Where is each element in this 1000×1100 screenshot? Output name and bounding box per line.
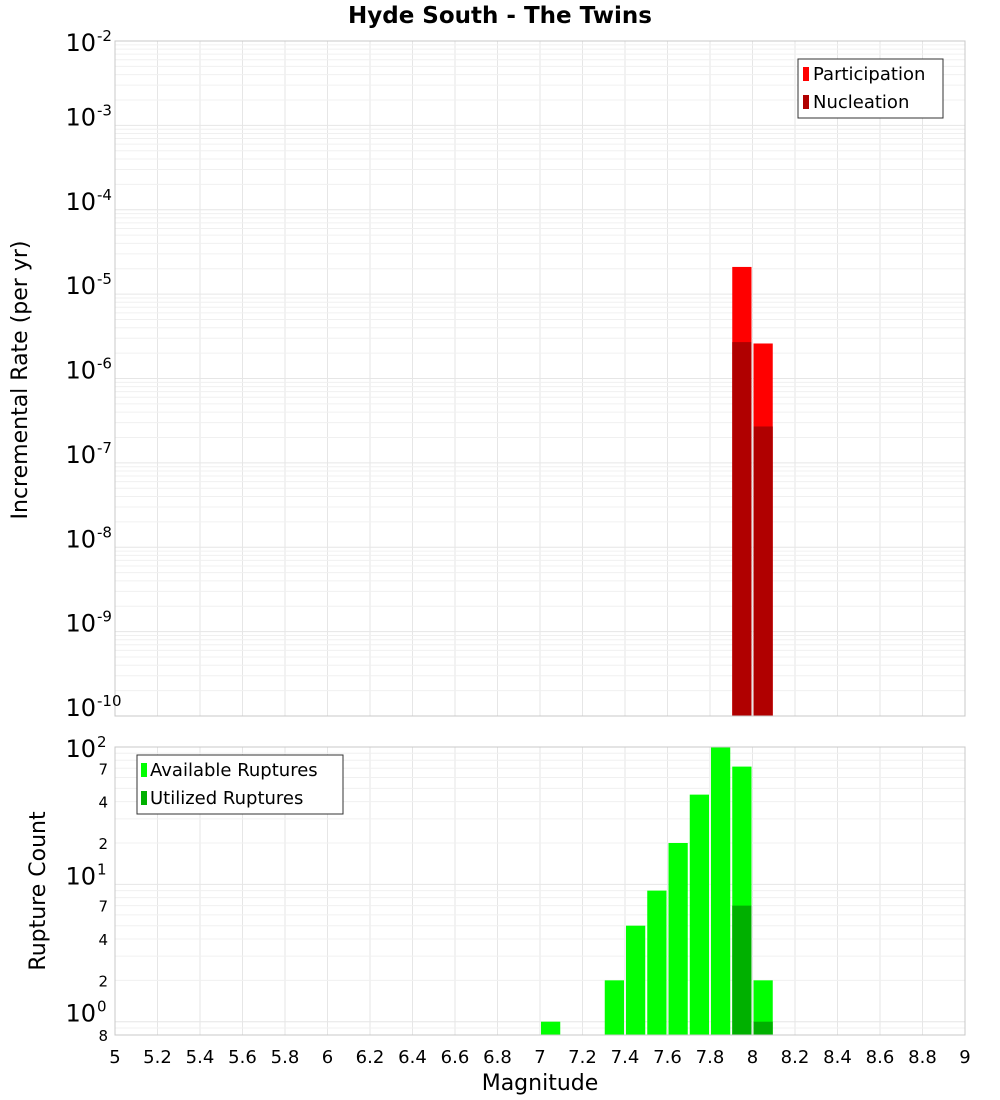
legend-label-utilized-ruptures: Utilized Ruptures xyxy=(150,788,303,809)
x-axis-label: Magnitude xyxy=(482,1071,599,1096)
bar-available-ruptures xyxy=(626,925,646,1035)
x-tick-label: 5.2 xyxy=(143,1047,172,1068)
y-tick-exponent: -9 xyxy=(97,608,112,626)
bottom-plot-frame xyxy=(114,746,966,1036)
x-tick-label: 6.2 xyxy=(356,1047,385,1068)
legend-swatch-available-ruptures xyxy=(141,763,147,777)
x-tick-label: 5.6 xyxy=(228,1047,257,1068)
top-legend: Participation Nucleation xyxy=(797,58,944,119)
x-tick-label: 6 xyxy=(322,1047,333,1068)
legend-swatch-participation xyxy=(803,67,809,81)
y-tick-exponent: -6 xyxy=(97,355,112,373)
bottom-y-axis-label: Rupture Count xyxy=(26,811,51,971)
y-minor-tick-label: 2 xyxy=(98,835,108,853)
x-tick-label: 5.8 xyxy=(271,1047,300,1068)
x-tick-label: 8.4 xyxy=(823,1047,852,1068)
x-tick-label: 8.8 xyxy=(908,1047,937,1068)
y-minor-tick-label: 7 xyxy=(98,760,108,778)
y-tick-exponent: -3 xyxy=(97,101,112,119)
legend-label-participation: Participation xyxy=(813,64,925,85)
y-tick-label: 10 xyxy=(65,357,96,385)
y-tick-exponent: -10 xyxy=(97,692,122,710)
bar-available-ruptures xyxy=(689,794,709,1035)
y-tick-exponent: -8 xyxy=(97,523,112,541)
x-tick-label: 6.4 xyxy=(398,1047,427,1068)
x-tick-label: 8 xyxy=(747,1047,758,1068)
y-tick-label: 10 xyxy=(65,1000,96,1028)
chart-title: Hyde South - The Twins xyxy=(348,3,652,29)
bar-nucleation xyxy=(732,342,752,716)
y-tick-label: 10 xyxy=(65,188,96,216)
x-tick-label: 7 xyxy=(534,1047,545,1068)
x-tick-label: 6.8 xyxy=(483,1047,512,1068)
y-minor-tick-label: 4 xyxy=(98,931,108,949)
y-tick-label: 10 xyxy=(65,29,96,57)
bar-nucleation xyxy=(753,426,773,716)
bottom-legend: Available Ruptures Utilized Ruptures xyxy=(136,754,344,815)
bar-available-ruptures xyxy=(668,843,688,1035)
y-tick-label: 10 xyxy=(65,735,96,763)
legend-swatch-utilized-ruptures xyxy=(141,791,147,805)
legend-label-nucleation: Nucleation xyxy=(813,92,909,113)
x-tick-label: 6.6 xyxy=(441,1047,470,1068)
y-tick-label: 10 xyxy=(65,103,96,131)
bar-available-ruptures xyxy=(541,1021,561,1035)
y-minor-tick-label: 4 xyxy=(98,794,108,812)
bar-available-ruptures xyxy=(647,890,667,1035)
y-tick-exponent: -5 xyxy=(97,270,112,288)
y-tick-label: 10 xyxy=(65,694,96,722)
y-tick-label: 10 xyxy=(65,610,96,638)
y-minor-tick-label: 7 xyxy=(98,898,108,916)
x-tick-label: 9 xyxy=(959,1047,970,1068)
y-tick-label: 10 xyxy=(65,272,96,300)
y-tick-exponent: -7 xyxy=(97,439,112,457)
bar-utilized-ruptures xyxy=(732,905,752,1035)
legend-label-available-ruptures: Available Ruptures xyxy=(150,760,318,781)
top-y-axis-label: Incremental Rate (per yr) xyxy=(8,241,33,520)
y-tick-exponent: 1 xyxy=(97,860,107,878)
x-tick-label: 5 xyxy=(109,1047,120,1068)
x-tick-label: 5.4 xyxy=(186,1047,215,1068)
bar-available-ruptures xyxy=(604,980,624,1035)
x-tick-label: 7.6 xyxy=(653,1047,682,1068)
x-tick-label: 7.2 xyxy=(568,1047,597,1068)
y-minor-tick-label: 8 xyxy=(98,1027,108,1045)
y-tick-exponent: 0 xyxy=(97,998,107,1016)
x-tick-label: 8.2 xyxy=(781,1047,810,1068)
legend-swatch-nucleation xyxy=(803,95,809,109)
bar-available-ruptures xyxy=(753,980,773,1035)
y-tick-label: 10 xyxy=(65,862,96,890)
y-tick-exponent: 2 xyxy=(97,733,107,751)
y-tick-label: 10 xyxy=(65,441,96,469)
x-tick-label: 7.4 xyxy=(611,1047,640,1068)
x-tick-label: 7.8 xyxy=(696,1047,725,1068)
y-tick-exponent: -2 xyxy=(97,27,112,45)
x-tick-label: 8.6 xyxy=(866,1047,895,1068)
y-tick-exponent: -4 xyxy=(97,186,112,204)
y-minor-tick-label: 2 xyxy=(98,972,108,990)
bar-utilized-ruptures xyxy=(753,1021,773,1035)
top-plot-frame xyxy=(114,40,966,717)
top-panel-rate: 10-210-310-410-510-610-710-810-910-10 In… xyxy=(8,27,966,722)
y-tick-label: 10 xyxy=(65,525,96,553)
bar-available-ruptures xyxy=(711,747,731,1035)
